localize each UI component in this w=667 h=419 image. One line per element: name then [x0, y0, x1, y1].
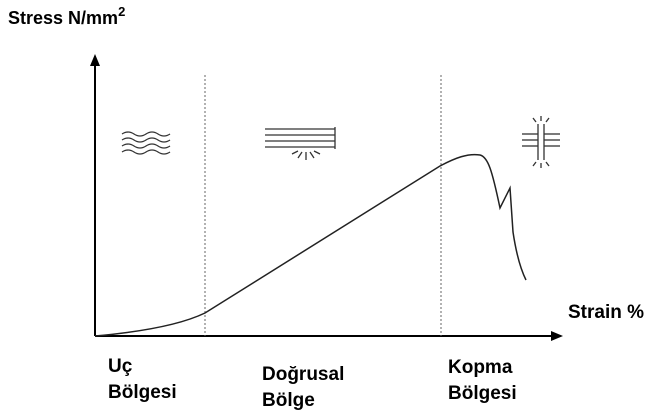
region-label-line: Kopma [448, 357, 513, 378]
region-label-line: Uç [108, 356, 133, 377]
fiber-icon-wavy [122, 132, 170, 154]
fiber-icon-broken [522, 116, 560, 168]
y-axis-arrow [90, 54, 100, 66]
region-label: Kopma Bölgesi [448, 357, 517, 404]
fiber-icon-straight [265, 127, 335, 160]
y-axis-label-text: Stress N/mm [8, 8, 118, 28]
x-axis-label: Strain % [568, 302, 644, 323]
x-axis-arrow [551, 331, 563, 341]
diagram: Stress N/mm2 Strain % Uç Bölgesi Doğru [0, 0, 667, 419]
region-label-line: Bölge [262, 390, 315, 411]
region-label-line: Doğrusal [262, 364, 344, 385]
stress-strain-curve [95, 155, 526, 336]
region-label-line: Bölgesi [448, 383, 517, 404]
y-axis-label-superscript: 2 [118, 4, 125, 19]
region-label-line: Bölgesi [108, 382, 177, 403]
region-label: Doğrusal Bölge [262, 364, 344, 411]
y-axis-label: Stress N/mm2 [8, 4, 125, 28]
region-label: Uç Bölgesi [108, 356, 177, 403]
